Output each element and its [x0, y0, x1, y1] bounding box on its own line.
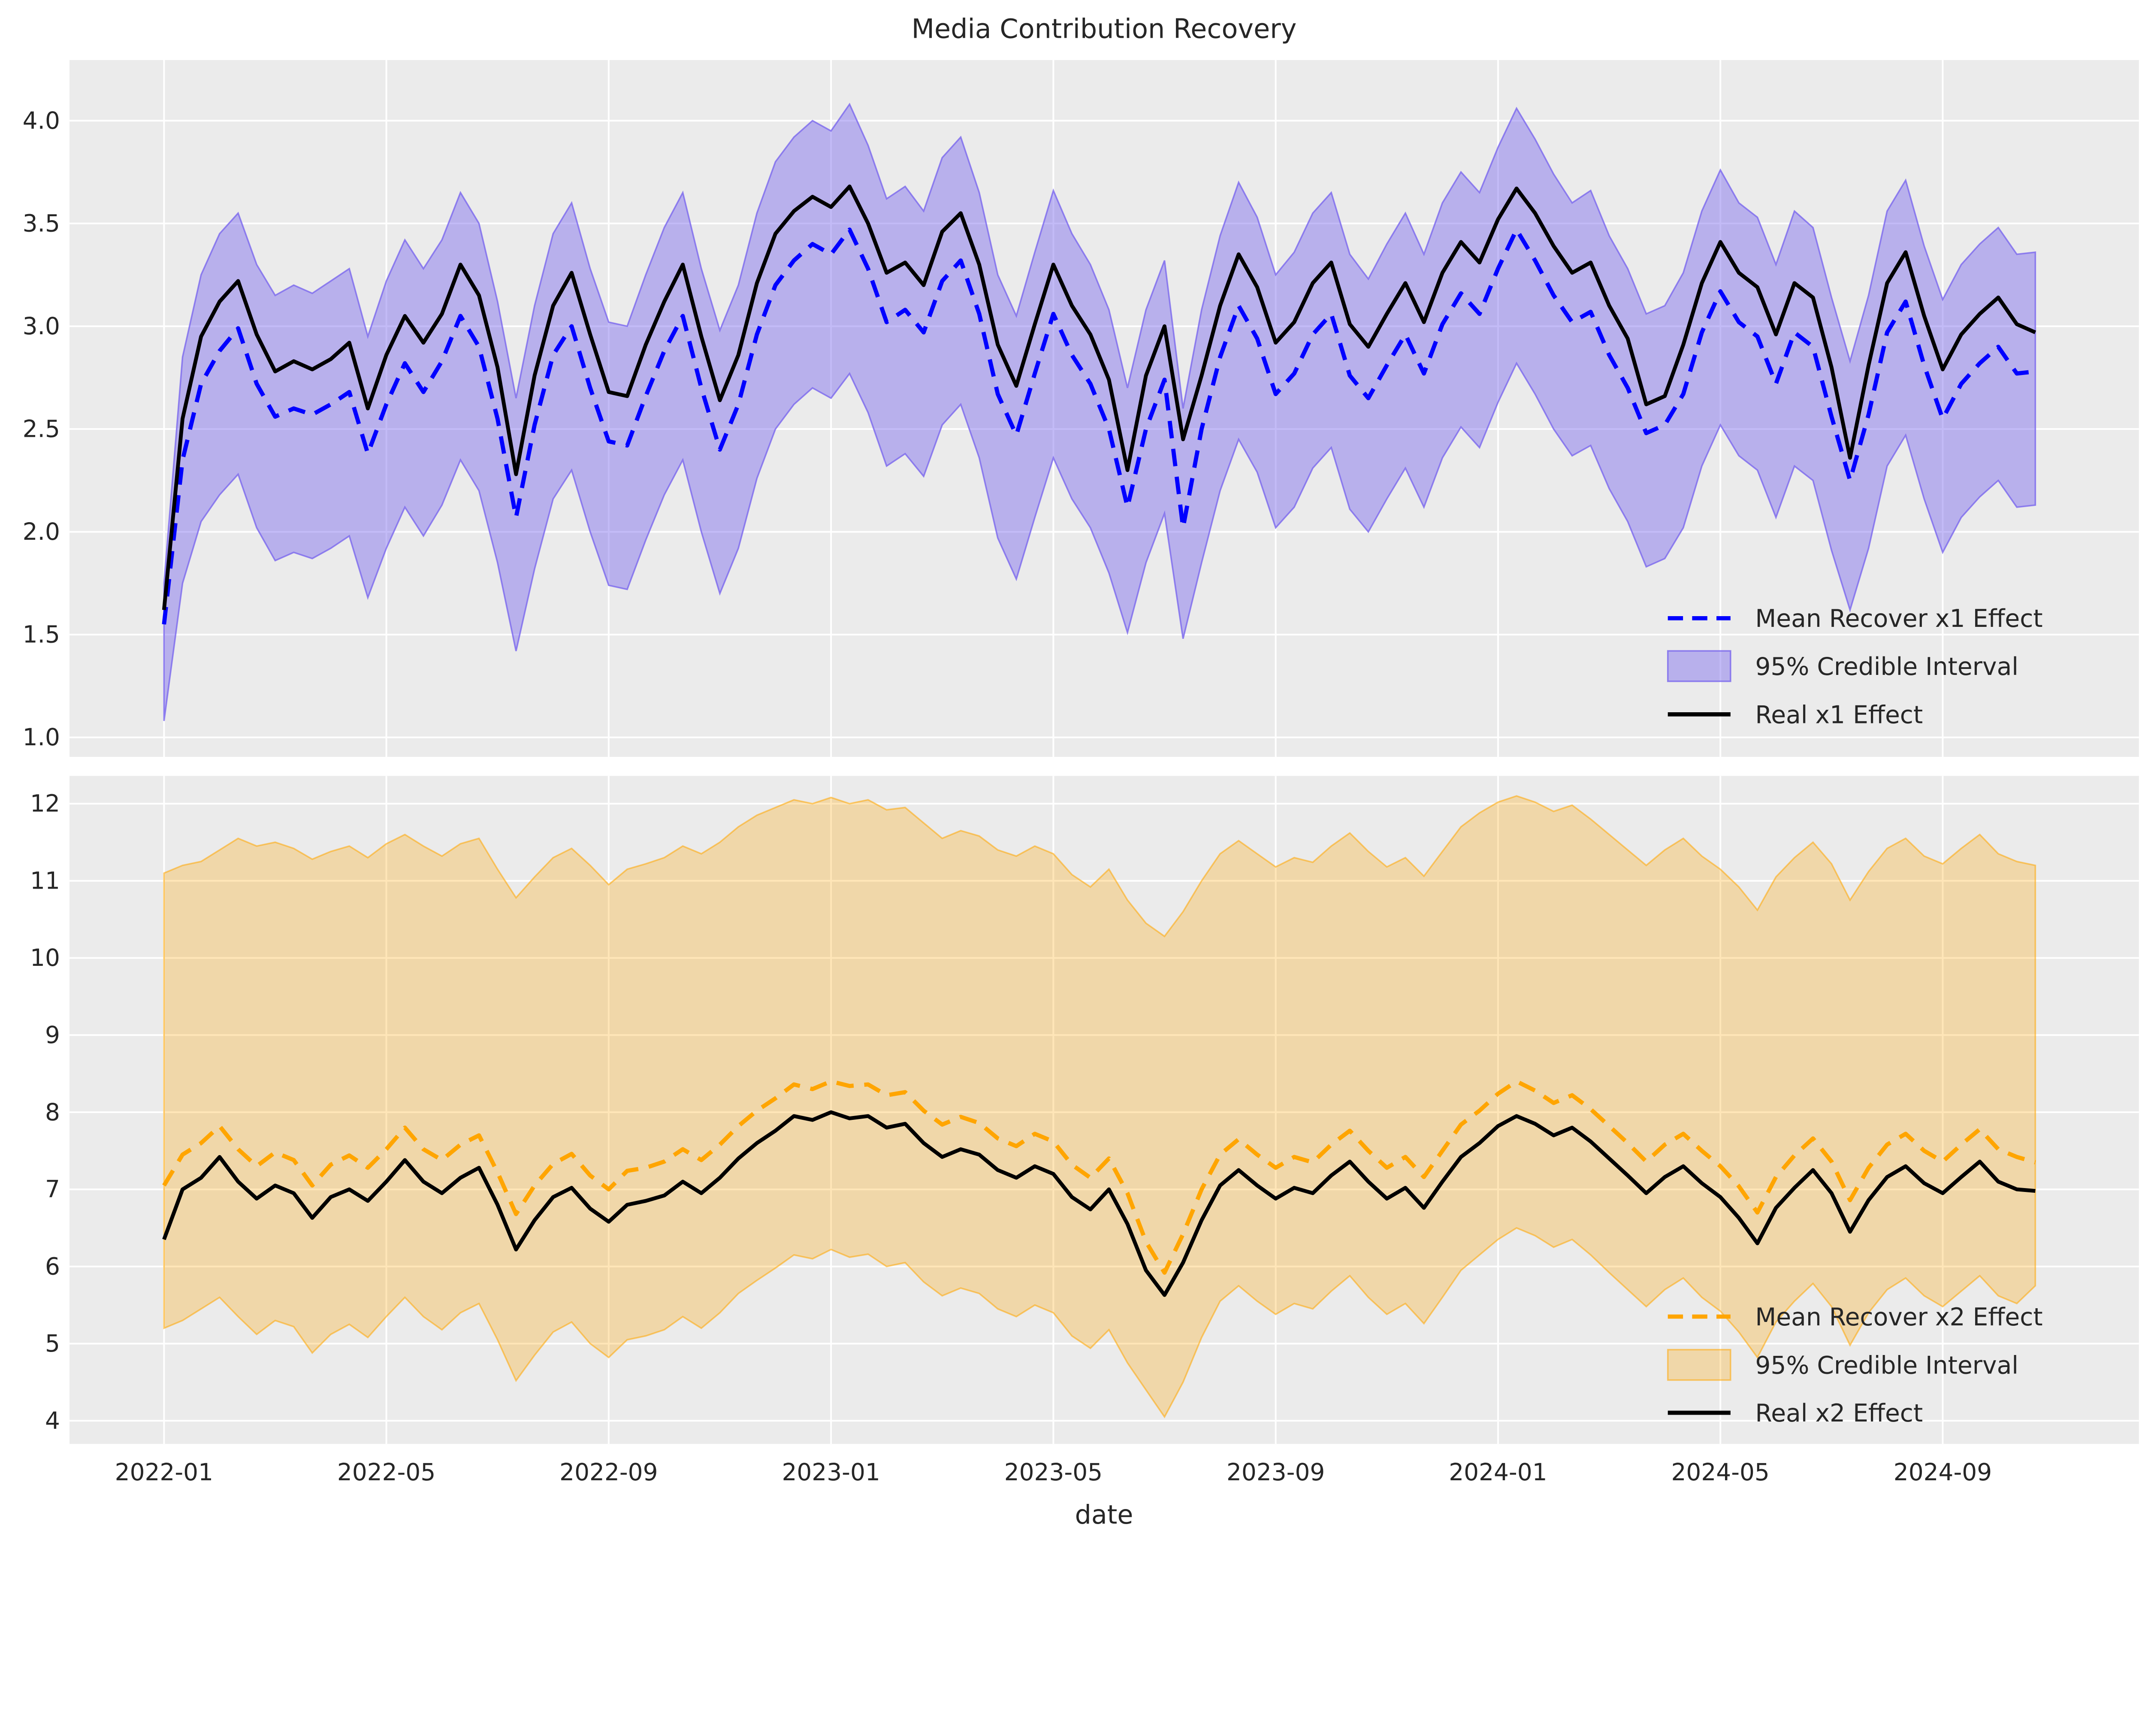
legend-label-interval-x2: 95% Credible Interval: [1755, 1351, 2018, 1379]
real-effect-line: [162, 1110, 2036, 1297]
y-tick-label: 3.0: [23, 312, 60, 340]
legend-label-interval-x1: 95% Credible Interval: [1755, 653, 2018, 681]
x-tick-label: 2023-09: [1227, 1458, 1325, 1486]
top-legend: Mean Recover x1 Effect 95% Credible Inte…: [1667, 605, 2043, 729]
x-tick-label: 2024-05: [1671, 1458, 1770, 1486]
y-tick-label: 2.5: [23, 415, 60, 443]
y-tick-label: 8: [45, 1098, 60, 1126]
figure: 1.0 1.5 2.0 2.5 3.0 3.5 4.0 4 5 6 7 8 9 10 11 12 2022-0…: [22, 13, 2139, 1530]
real-effect-line: [162, 184, 2036, 610]
legend-band-patch-sample: [1667, 1349, 1731, 1381]
y-tick-label: 5: [45, 1330, 60, 1357]
x-tick-label: 2024-09: [1894, 1458, 1992, 1486]
bottom-legend: Mean Recover x2 Effect 95% Credible Inte…: [1667, 1303, 2043, 1428]
bottom-axes: 4 5 6 7 8 9 10 11 12 2022-01 2022-05 2022-09 2023-01…: [30, 776, 2139, 1486]
legend-label-mean-x1: Mean Recover x1 Effect: [1755, 605, 2042, 633]
chart-title: Media Contribution Recovery: [912, 13, 1297, 45]
x-tick-label: 2024-01: [1449, 1458, 1547, 1486]
y-tick-label: 6: [45, 1252, 60, 1280]
x-tick-label: 2023-01: [782, 1458, 880, 1486]
x-tick-label: 2022-01: [115, 1458, 213, 1486]
x-tick-label: 2022-09: [559, 1458, 658, 1486]
x-axis-label: date: [1075, 1500, 1133, 1530]
y-tick-label: 1.5: [23, 621, 60, 648]
credible-interval-band: [163, 103, 2036, 721]
media-contribution-recovery-chart: 1.0 1.5 2.0 2.5 3.0 3.5 4.0 4 5 6 7 8 9 10 11 12 2022-0…: [22, 13, 2139, 1530]
top-axes-background: [69, 60, 2139, 757]
legend-band-patch-sample: [1667, 650, 1731, 682]
bottom-axes-background: [69, 776, 2139, 1444]
credible-interval-band: [163, 795, 2036, 1418]
legend-label-mean-x2: Mean Recover x2 Effect: [1755, 1303, 2042, 1331]
y-tick-label: 3.5: [23, 209, 60, 237]
legend-label-real-x2: Real x2 Effect: [1755, 1399, 1923, 1428]
top-axes: 1.0 1.5 2.0 2.5 3.0 3.5 4.0: [23, 60, 2139, 757]
y-tick-label: 4.0: [23, 107, 60, 134]
mean-recover-line: [162, 227, 2036, 625]
y-tick-label: 1.0: [23, 723, 60, 751]
y-tick-label: 10: [30, 944, 60, 971]
x-tick-label: 2023-05: [1004, 1458, 1103, 1486]
x-tick-label: 2022-05: [337, 1458, 435, 1486]
y-tick-label: 9: [45, 1021, 60, 1049]
y-tick-label: 2.0: [23, 518, 60, 545]
y-tick-label: 11: [30, 867, 60, 894]
y-tick-label: 4: [45, 1407, 60, 1434]
y-tick-label: 12: [30, 790, 60, 817]
mean-recover-line: [162, 1079, 2036, 1275]
legend-label-real-x1: Real x1 Effect: [1755, 701, 1923, 729]
y-tick-label: 7: [45, 1176, 60, 1203]
